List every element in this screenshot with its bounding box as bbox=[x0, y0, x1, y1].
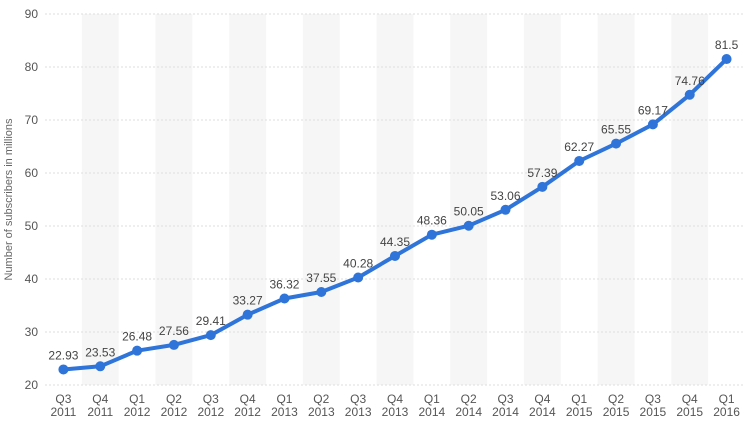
x-tick-label: Q3 2012 bbox=[197, 392, 224, 419]
x-tick-label: Q3 2014 bbox=[492, 392, 519, 419]
background-bands bbox=[81, 14, 709, 385]
gridlines bbox=[45, 13, 745, 386]
background-band bbox=[81, 14, 119, 385]
x-tick-label: Q1 2014 bbox=[418, 392, 445, 419]
y-tick-label: 90 bbox=[25, 7, 39, 21]
x-tick-label: Q3 2013 bbox=[345, 392, 372, 419]
data-label: 37.55 bbox=[306, 271, 336, 285]
x-axis-ticks: Q3 2011 Q4 2011 Q1 2012 Q2 2012 Q3 2012 Q4 2012 Q1 20… bbox=[51, 392, 741, 419]
background-band bbox=[155, 14, 193, 385]
x-tick-label: Q4 2013 bbox=[382, 392, 409, 419]
x-tick-label: Q2 2012 bbox=[161, 392, 188, 419]
y-tick-label: 80 bbox=[25, 60, 39, 74]
data-label: 26.48 bbox=[122, 330, 152, 344]
x-tick-label: Q4 2014 bbox=[529, 392, 556, 419]
data-label: 69.17 bbox=[638, 103, 668, 117]
data-label: 23.53 bbox=[85, 345, 115, 359]
background-band bbox=[523, 14, 561, 385]
data-point[interactable] bbox=[316, 286, 327, 297]
data-point[interactable] bbox=[611, 138, 622, 149]
data-point[interactable] bbox=[279, 293, 290, 304]
data-label: 81.5 bbox=[715, 38, 739, 52]
y-tick-label: 40 bbox=[25, 272, 39, 286]
x-tick-label: Q3 2011 bbox=[51, 392, 77, 419]
data-point[interactable] bbox=[537, 181, 548, 192]
x-tick-label: Q1 2016 bbox=[713, 392, 740, 419]
x-tick-label: Q4 2011 bbox=[87, 392, 113, 419]
data-point[interactable] bbox=[426, 229, 437, 240]
y-tick-label: 20 bbox=[25, 378, 39, 392]
y-tick-label: 50 bbox=[25, 219, 39, 233]
y-axis-title: Number of subscribers in millions bbox=[3, 118, 15, 280]
data-label: 22.93 bbox=[48, 348, 78, 362]
data-point[interactable] bbox=[132, 345, 143, 356]
data-label: 50.05 bbox=[454, 205, 484, 219]
data-point[interactable] bbox=[242, 309, 253, 320]
x-tick-label: Q3 2015 bbox=[640, 392, 667, 419]
data-label: 44.35 bbox=[380, 235, 410, 249]
background-band bbox=[376, 14, 414, 385]
data-label: 27.56 bbox=[159, 324, 189, 338]
data-point[interactable] bbox=[168, 339, 179, 350]
x-tick-label: Q1 2013 bbox=[271, 392, 298, 419]
x-tick-label: Q2 2014 bbox=[455, 392, 482, 419]
y-axis-ticks: 20 30 40 50 60 70 80 90 bbox=[25, 7, 39, 392]
data-label: 74.76 bbox=[675, 74, 705, 88]
data-point[interactable] bbox=[721, 54, 732, 65]
x-tick-label: Q2 2013 bbox=[308, 392, 335, 419]
background-band bbox=[671, 14, 709, 385]
data-label: 48.36 bbox=[417, 214, 447, 228]
data-label: 62.27 bbox=[564, 140, 594, 154]
data-point[interactable] bbox=[574, 155, 585, 166]
x-tick-label: Q1 2015 bbox=[566, 392, 593, 419]
data-point[interactable] bbox=[500, 204, 511, 215]
x-tick-label: Q4 2015 bbox=[676, 392, 703, 419]
background-band bbox=[302, 14, 340, 385]
data-label: 57.39 bbox=[527, 166, 557, 180]
data-point[interactable] bbox=[205, 330, 216, 341]
x-tick-label: Q1 2012 bbox=[124, 392, 151, 419]
data-points bbox=[58, 54, 732, 375]
data-label: 29.41 bbox=[196, 314, 226, 328]
y-tick-label: 60 bbox=[25, 166, 39, 180]
data-point[interactable] bbox=[463, 220, 474, 231]
background-band bbox=[450, 14, 488, 385]
data-point[interactable] bbox=[684, 89, 695, 100]
data-point[interactable] bbox=[647, 119, 658, 130]
data-label: 53.06 bbox=[491, 189, 521, 203]
x-tick-label: Q4 2012 bbox=[234, 392, 261, 419]
y-tick-label: 70 bbox=[25, 113, 39, 127]
data-point[interactable] bbox=[390, 250, 400, 261]
data-label: 33.27 bbox=[233, 294, 263, 308]
data-point[interactable] bbox=[95, 361, 106, 372]
x-tick-label: Q2 2015 bbox=[603, 392, 630, 419]
background-band bbox=[229, 14, 267, 385]
background-band bbox=[597, 14, 635, 385]
data-labels: 22.93 23.53 26.48 27.56 29.41 33.27 36.32 37.55… bbox=[48, 38, 738, 362]
data-label: 36.32 bbox=[269, 278, 299, 292]
data-point[interactable] bbox=[353, 272, 364, 283]
y-tick-label: 30 bbox=[25, 325, 39, 339]
data-point[interactable] bbox=[58, 364, 69, 375]
data-label: 40.28 bbox=[343, 257, 373, 271]
data-label: 65.55 bbox=[601, 123, 631, 137]
